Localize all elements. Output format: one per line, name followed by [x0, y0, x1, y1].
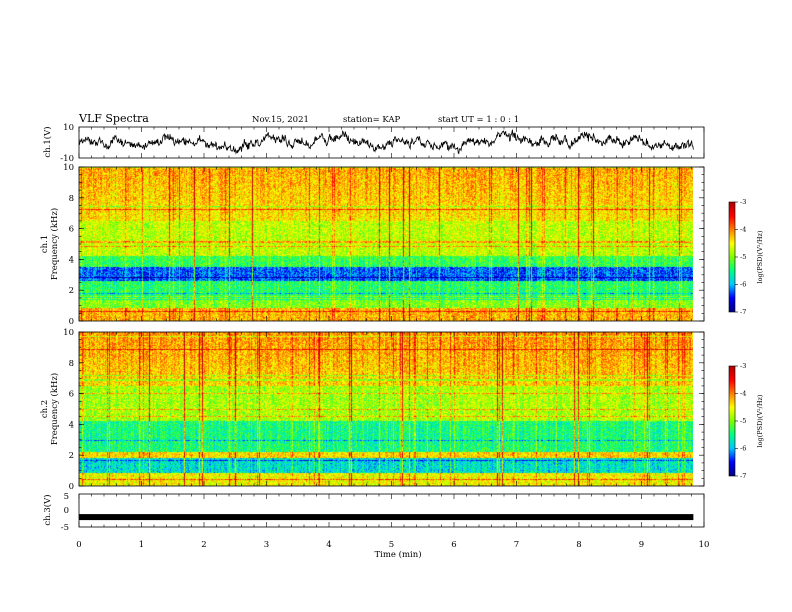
- frequency-tick-label: 10: [63, 328, 74, 338]
- ch3-ytick-bottom: -5: [61, 523, 69, 533]
- frequency-tick-label: 6: [69, 390, 74, 400]
- ch1-spectrogram-xticks: [78, 167, 705, 321]
- ch3-waveform-panel: 5 0 -5 ch.3(V): [42, 492, 705, 533]
- time-axis-tick-labels: 0 1 2 3 4 5 6 7 8 9 10: [76, 540, 709, 550]
- time-tick-label: 8: [576, 540, 581, 550]
- ch2-spectrogram-xticks: [78, 332, 705, 486]
- time-tick-label: 3: [264, 540, 269, 550]
- ch2-spectrogram-yticks: 0 2 4 6 8 10: [63, 328, 704, 492]
- frequency-tick-label: 2: [69, 451, 74, 461]
- start-time-label: start UT = 1 : 0 : 1: [438, 115, 519, 125]
- ch1-colorbar: -3 -4 -5 -6 -7 log(PSD)(V²/Hz): [728, 198, 764, 316]
- ch1-colorbar-ticks: -3 -4 -5 -6 -7: [735, 198, 746, 316]
- ch2-spec-ylabel-line1: ch.2: [40, 400, 50, 418]
- frequency-tick-label: 8: [69, 194, 74, 204]
- ch1-spectrogram-yticks: 0 2 4 6 8 10: [63, 163, 704, 327]
- time-tick-label: 0: [76, 540, 81, 550]
- ch1-spec-ylabel-line2: Frequency (kHz): [49, 208, 60, 280]
- colorbar-tick-label: -7: [740, 472, 746, 480]
- ch3-waveform-trace: [79, 514, 694, 521]
- ch1-waveform-line: [78, 129, 694, 155]
- ch1-waveform-panel: 10 -10 ch.1(V): [42, 123, 705, 164]
- time-tick-label: 1: [139, 540, 144, 550]
- frequency-tick-label: 0: [69, 317, 74, 327]
- colorbar-fill: [729, 366, 735, 476]
- time-tick-label: 4: [326, 540, 331, 550]
- colorbar-tick-label: -6: [740, 281, 746, 289]
- colorbar-fill: [729, 202, 735, 312]
- colorbar-tick-label: -7: [740, 308, 746, 316]
- ch1-spec-ylabel-line1: ch.1: [40, 235, 50, 253]
- frequency-tick-label: 4: [69, 420, 74, 430]
- ch2-spectrogram-panel: 0 2 4 6 8 10 ch.2 Frequency (kHz) -3 -4 -5 -6 -7 …: [40, 328, 764, 492]
- colorbar-tick-label: -5: [740, 417, 746, 425]
- frequency-tick-label: 10: [63, 163, 74, 173]
- colorbar-tick-label: -6: [740, 445, 746, 453]
- time-tick-label: 2: [201, 540, 206, 550]
- colorbar-tick-label: -4: [740, 226, 746, 234]
- ch2-colorbar-ticks: -3 -4 -5 -6 -7: [735, 362, 746, 480]
- colorbar-tick-label: -3: [740, 362, 746, 370]
- ch3-ylabel: ch.3(V): [42, 494, 53, 525]
- ch1-ytick-top: 10: [63, 123, 74, 133]
- ch3-ytick-top: 5: [64, 492, 69, 502]
- frequency-tick-label: 0: [69, 482, 74, 492]
- ch2-colorbar-label: log(PSD)(V²/Hz): [756, 394, 764, 447]
- ch1-colorbar-label: log(PSD)(V²/Hz): [756, 230, 764, 283]
- ch1-spectrogram-image: [79, 167, 693, 321]
- ch1-xticks: [78, 127, 705, 158]
- ch2-spec-ylabel-line2: Frequency (kHz): [49, 373, 60, 445]
- figure-title: VLF Spectra: [78, 112, 149, 125]
- ch1-ylabel: ch.1(V): [42, 126, 53, 157]
- frequency-tick-label: 4: [69, 255, 74, 265]
- ch1-spectrogram-panel: 0 2 4 6 8 10 ch.1 Frequency (kHz) -3 -4 -5 -6 -7 …: [40, 163, 764, 327]
- time-tick-label: 5: [389, 540, 394, 550]
- station-label: station= KAP: [343, 115, 401, 125]
- ch3-ytick-mid: 0: [64, 506, 69, 516]
- frequency-tick-label: 6: [69, 225, 74, 235]
- date-label: Nov.15, 2021: [252, 115, 309, 125]
- time-tick-label: 9: [639, 540, 644, 550]
- ch3-xticks: [78, 494, 705, 527]
- frequency-tick-label: 8: [69, 359, 74, 369]
- time-tick-label: 6: [451, 540, 456, 550]
- time-axis-label: Time (min): [374, 549, 421, 560]
- colorbar-tick-label: -3: [740, 198, 746, 206]
- frequency-tick-label: 2: [69, 286, 74, 296]
- colorbar-tick-label: -4: [740, 390, 746, 398]
- ch1-ytick-bottom: -10: [60, 154, 74, 164]
- colorbar-tick-label: -5: [740, 253, 746, 261]
- time-tick-label: 7: [514, 540, 519, 550]
- ch2-colorbar: -3 -4 -5 -6 -7 log(PSD)(V²/Hz): [728, 362, 764, 480]
- time-tick-label: 10: [699, 540, 710, 550]
- ch2-spectrogram-image: [79, 332, 693, 486]
